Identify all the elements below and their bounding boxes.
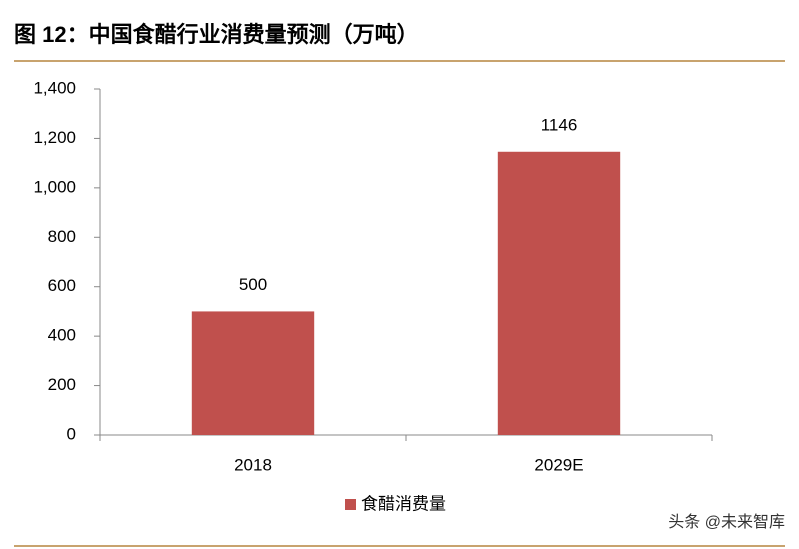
legend-label: 食醋消费量	[361, 494, 446, 513]
x-tick-label: 2029E	[534, 455, 583, 474]
y-tick-label: 200	[48, 375, 76, 394]
bar	[497, 151, 621, 435]
legend-swatch	[345, 499, 356, 510]
y-tick-label: 0	[67, 424, 76, 443]
y-tick-label: 600	[48, 276, 76, 295]
chart-title: 图 12：中国食醋行业消费量预测（万吨）	[14, 22, 419, 47]
y-tick-label: 1,000	[33, 177, 76, 196]
watermark: 头条 @未来智库	[668, 513, 785, 531]
y-tick-label: 400	[48, 326, 76, 345]
y-tick-label: 800	[48, 227, 76, 246]
y-tick-label: 1,400	[33, 78, 76, 97]
data-label: 500	[239, 275, 267, 294]
data-label: 1146	[541, 115, 578, 134]
bar	[191, 311, 315, 435]
y-tick-label: 1,200	[33, 128, 76, 147]
x-tick-label: 2018	[234, 455, 272, 474]
